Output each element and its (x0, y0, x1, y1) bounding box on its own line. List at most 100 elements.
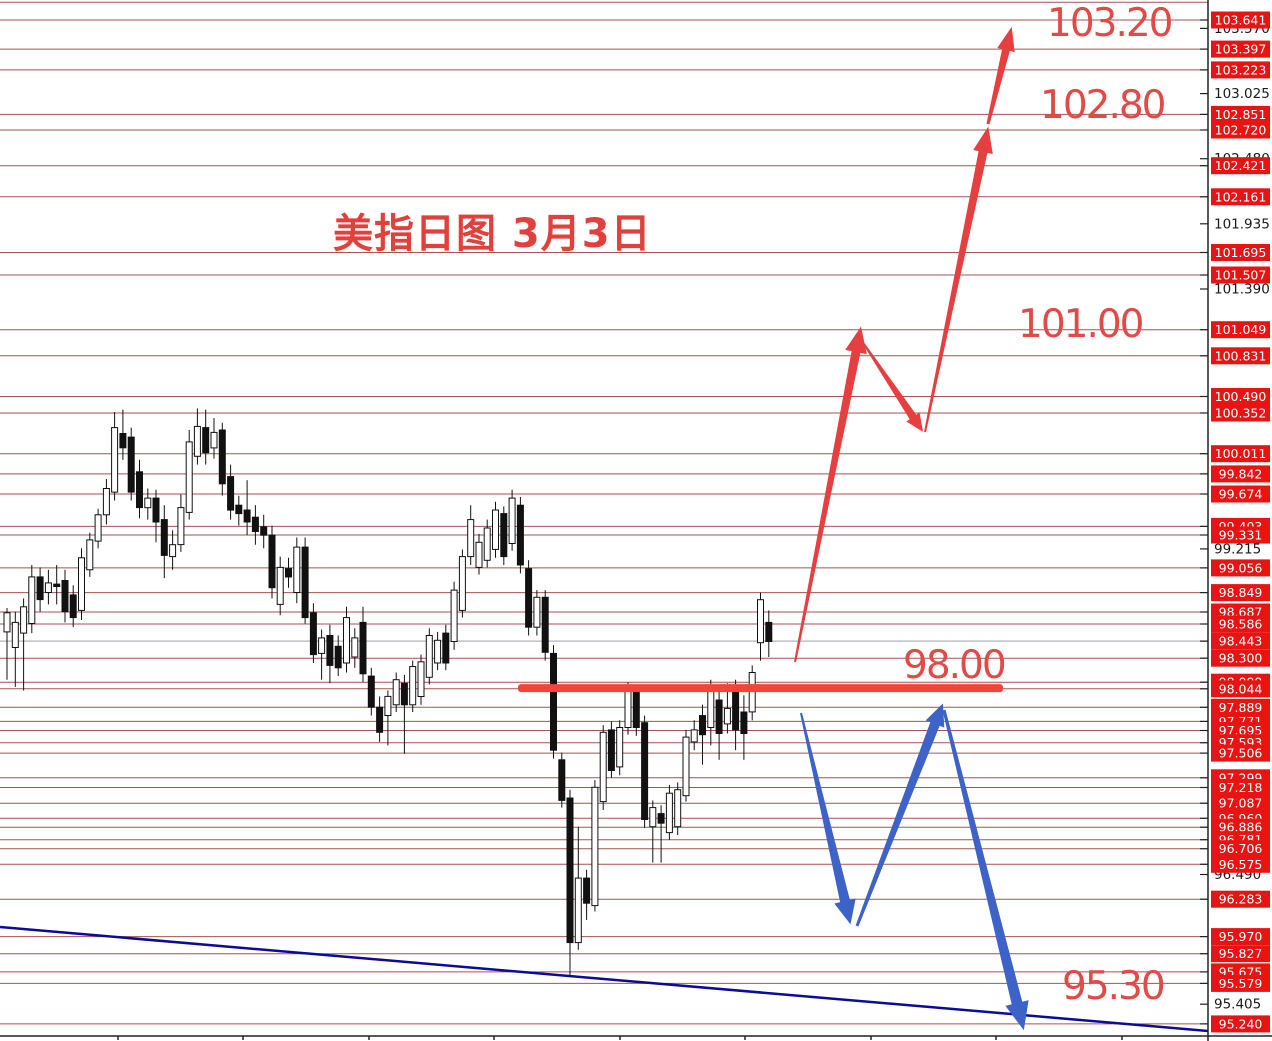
axis-price-badge (1211, 388, 1270, 405)
axis-price-badge-label: 95.240 (1219, 1016, 1263, 1031)
axis-price-badge-label: 100.831 (1215, 348, 1267, 363)
candle-bullish (757, 599, 764, 644)
axis-price-badge (1211, 945, 1270, 963)
axis-price-badge-label: 100.011 (1215, 446, 1267, 461)
candle-bullish (144, 497, 152, 509)
axis-price-badge-label: 98.586 (1219, 617, 1263, 632)
candle-bearish (632, 691, 640, 729)
price-annotation-target-95-30[interactable]: 95.30 (1062, 964, 1166, 1009)
price-annotation-support-98-00[interactable]: 98.00 (903, 643, 1007, 688)
axis-price-badge-label: 100.352 (1215, 406, 1267, 421)
axis-price-badge-label: 102.851 (1215, 107, 1267, 122)
axis-price-badge (1211, 974, 1270, 992)
candle-bullish (616, 727, 624, 768)
blue-projection-arrow[interactable] (855, 703, 945, 927)
candle-bearish (699, 715, 706, 736)
candle-bearish (326, 635, 334, 666)
support-line-98[interactable] (518, 684, 1003, 693)
candle-bearish (715, 699, 723, 734)
axis-price-badge-label: 102.161 (1215, 189, 1267, 204)
blue-projection-arrow[interactable] (942, 709, 1029, 1031)
axis-price-badge (1211, 445, 1270, 463)
candle-bearish (202, 427, 210, 454)
axis-price-badge (1211, 244, 1270, 261)
axis-price-badge-label: 101.049 (1215, 322, 1267, 337)
candle-bullish (11, 621, 19, 649)
price-annotation-target-102-80[interactable]: 102.80 (1040, 83, 1166, 128)
axis-price-badge-label: 103.397 (1215, 42, 1267, 57)
axis-price-badge (1211, 404, 1270, 422)
candle-bearish (550, 652, 557, 751)
candle-bullish (450, 589, 458, 642)
chart-title[interactable]: 美指日图 3月3日 (333, 211, 652, 257)
red-projection-arrow[interactable] (863, 343, 923, 432)
axis-price-badge-label: 96.706 (1219, 841, 1263, 856)
candle-bearish (53, 583, 61, 587)
axis-price-badge (1211, 1015, 1270, 1033)
candle-bearish (558, 759, 566, 801)
candle-bearish (525, 568, 533, 628)
axis-price-badge (1211, 157, 1270, 175)
candle-bullish (624, 690, 632, 728)
candle-bearish (127, 436, 135, 493)
candle-bearish (301, 546, 309, 619)
candle-bearish (740, 711, 748, 734)
axis-price-badge-label: 100.490 (1215, 389, 1267, 404)
axis-price-label: 103.025 (1214, 86, 1270, 102)
candle-bearish (160, 519, 168, 556)
price-annotation-target-103-20[interactable]: 103.20 (1047, 1, 1173, 46)
descending-trendline[interactable] (0, 925, 1209, 1033)
axis-price-badge-label: 96.283 (1219, 892, 1263, 907)
candle-bearish (268, 534, 276, 589)
candle-bearish (607, 729, 615, 772)
axis-price-badge (1211, 266, 1270, 284)
candle-bearish (235, 504, 243, 515)
red-projection-arrow[interactable] (924, 126, 993, 433)
axis-price-label: 95.405 (1214, 997, 1261, 1013)
axis-price-badge (1211, 779, 1270, 796)
candle-bearish (251, 516, 259, 533)
candle-bearish (36, 576, 44, 601)
candle-bullish (185, 441, 193, 513)
candle-bearish (641, 722, 649, 821)
candle-bearish (359, 621, 367, 675)
price-annotation-target-101-00[interactable]: 101.00 (1018, 302, 1144, 347)
axis-price-badge (1211, 105, 1270, 123)
candle-bullish (492, 509, 499, 550)
axis-price-badge-label: 98.044 (1219, 681, 1263, 696)
axis-price-badge (1211, 465, 1270, 483)
candle-bullish (508, 497, 516, 545)
blue-projection-arrow[interactable] (800, 712, 856, 925)
axis-price-label: 101.935 (1214, 216, 1270, 232)
axis-price-badge-label: 99.331 (1219, 528, 1263, 543)
axis-price-badge (1211, 584, 1270, 602)
candle-bearish (260, 526, 268, 536)
red-projection-arrow[interactable] (794, 326, 867, 663)
candle-bullish (20, 606, 28, 634)
candle-bearish (376, 706, 384, 733)
candle-bullish (86, 539, 94, 571)
candle-bullish (723, 707, 731, 725)
candle-bearish (227, 476, 235, 511)
axis-price-badge-label: 102.720 (1215, 123, 1267, 138)
axis-price-badge (1211, 321, 1270, 339)
candle-bullish (591, 786, 599, 907)
candle-bullish (94, 514, 102, 542)
candle-bullish (409, 666, 417, 706)
axis-price-badge-label: 97.506 (1219, 746, 1263, 761)
candle-bullish (351, 637, 359, 658)
candle-bearish (309, 612, 317, 656)
candle-bearish (516, 504, 524, 566)
axis-price-badge (1211, 347, 1270, 365)
axis-price-badge-label: 97.889 (1219, 700, 1263, 715)
axis-price-badge (1211, 485, 1270, 503)
axis-price-badge-label: 96.886 (1219, 820, 1263, 835)
candle-bearish (732, 690, 740, 731)
candle-bullish (210, 431, 218, 449)
axis-price-badge-label: 98.443 (1219, 634, 1263, 649)
candle-bearish (442, 632, 450, 664)
candle-bullish (44, 582, 52, 594)
candle-bearish (583, 877, 591, 904)
red-projection-arrow[interactable] (986, 26, 1015, 125)
candle-bullish (682, 736, 690, 797)
